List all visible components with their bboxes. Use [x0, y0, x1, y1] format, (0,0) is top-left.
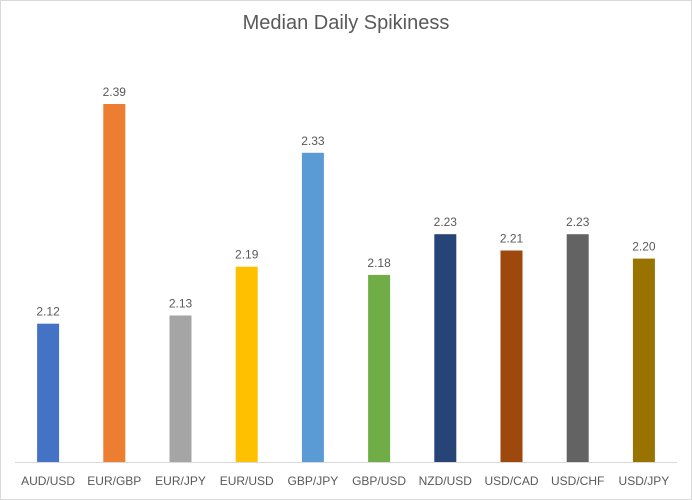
x-tick-label: NZD/USD — [419, 474, 473, 488]
chart-title: Median Daily Spikiness — [242, 12, 450, 34]
bar-gbp-usd — [368, 274, 391, 462]
data-label: 2.23 — [434, 215, 458, 229]
x-tick-label: AUD/USD — [21, 474, 75, 488]
data-label: 2.13 — [169, 297, 193, 311]
x-tick-label: GBP/JPY — [288, 474, 339, 488]
data-label: 2.23 — [566, 215, 590, 229]
bar-eur-jpy — [169, 315, 192, 462]
x-tick-label: EUR/USD — [220, 474, 274, 488]
bar-aud-usd — [37, 323, 60, 462]
bar-gbp-jpy — [301, 152, 324, 463]
bar-usd-cad — [500, 250, 523, 462]
data-label: 2.18 — [367, 256, 391, 270]
x-tick-label: USD/CHF — [551, 474, 604, 488]
data-label: 2.19 — [235, 248, 259, 262]
data-label: 2.39 — [103, 85, 127, 99]
data-label: 2.12 — [36, 305, 60, 319]
bar-usd-jpy — [632, 258, 655, 462]
bar-eur-gbp — [103, 104, 126, 462]
x-tick-label: EUR/JPY — [155, 474, 206, 488]
data-label: 2.20 — [632, 240, 656, 254]
x-tick-label: USD/CAD — [484, 474, 538, 488]
x-tick-label: USD/JPY — [619, 474, 670, 488]
x-tick-label: GBP/USD — [352, 474, 406, 488]
data-label: 2.33 — [301, 134, 325, 148]
bar-nzd-usd — [434, 234, 457, 462]
data-label: 2.21 — [500, 232, 524, 246]
bar-eur-usd — [235, 266, 258, 462]
bar-usd-chf — [566, 234, 589, 462]
x-tick-label: EUR/GBP — [87, 474, 141, 488]
